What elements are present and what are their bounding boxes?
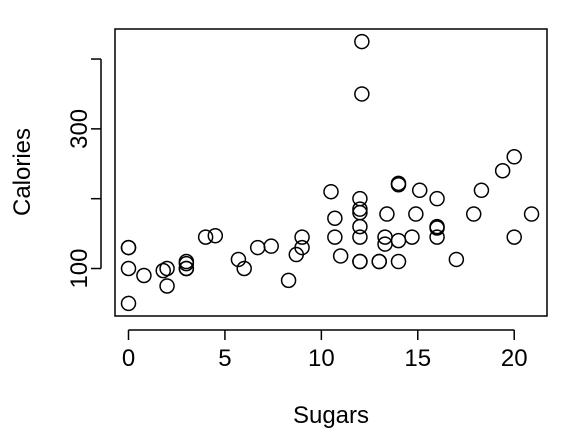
data-point bbox=[390, 175, 407, 192]
data-point bbox=[249, 239, 266, 256]
data-point bbox=[197, 229, 214, 245]
data-point bbox=[294, 229, 310, 245]
data-point bbox=[506, 149, 522, 165]
y-tick-label: 300 bbox=[66, 109, 93, 149]
data-point bbox=[411, 182, 428, 199]
data-point bbox=[332, 248, 349, 264]
data-point bbox=[178, 253, 195, 270]
data-point bbox=[120, 260, 137, 277]
data-point bbox=[390, 253, 407, 270]
data-point bbox=[429, 229, 445, 245]
data-point bbox=[352, 204, 368, 221]
data-point bbox=[352, 201, 368, 217]
data-point bbox=[155, 262, 171, 279]
x-axis-label: Sugars bbox=[293, 402, 369, 429]
data-point bbox=[429, 218, 445, 235]
data-point bbox=[408, 206, 424, 222]
data-point bbox=[327, 210, 343, 226]
data-point bbox=[523, 206, 540, 222]
data-point bbox=[352, 218, 368, 235]
data-point bbox=[494, 163, 511, 179]
data-point bbox=[136, 267, 152, 284]
data-point bbox=[294, 239, 310, 256]
data-point bbox=[120, 239, 137, 256]
data-point bbox=[352, 190, 368, 207]
data-point bbox=[448, 251, 465, 268]
x-axis: 0 5 10 15 20 bbox=[122, 329, 528, 372]
data-point bbox=[354, 33, 370, 50]
data-point bbox=[465, 206, 482, 222]
data-point bbox=[327, 229, 343, 245]
data-point bbox=[236, 260, 252, 277]
data-point bbox=[506, 229, 522, 245]
data-point bbox=[207, 227, 224, 244]
data-point bbox=[379, 206, 395, 222]
data-point bbox=[230, 251, 247, 268]
y-axis-label: Calories bbox=[9, 128, 36, 216]
data-point bbox=[323, 183, 339, 200]
x-tick-label: 15 bbox=[404, 345, 431, 372]
x-tick-label: 20 bbox=[501, 345, 528, 372]
x-tick-label: 0 bbox=[122, 345, 135, 372]
data-point bbox=[280, 272, 297, 289]
data-point bbox=[354, 86, 370, 102]
data-point bbox=[429, 190, 445, 207]
data-point bbox=[390, 232, 407, 249]
data-point bbox=[263, 238, 279, 254]
data-points bbox=[120, 33, 540, 312]
y-axis: 100 300 bbox=[66, 58, 102, 289]
data-point bbox=[352, 229, 368, 245]
data-point bbox=[473, 182, 490, 199]
plot-frame bbox=[114, 28, 548, 317]
data-point bbox=[371, 253, 387, 270]
data-point bbox=[159, 278, 175, 294]
data-point bbox=[159, 260, 175, 277]
y-tick-label: 100 bbox=[66, 248, 93, 288]
data-point bbox=[404, 229, 420, 245]
x-tick-label: 10 bbox=[308, 345, 335, 372]
x-tick-label: 5 bbox=[218, 345, 231, 372]
data-point bbox=[120, 295, 137, 312]
data-point bbox=[178, 260, 195, 277]
data-point bbox=[352, 253, 368, 270]
